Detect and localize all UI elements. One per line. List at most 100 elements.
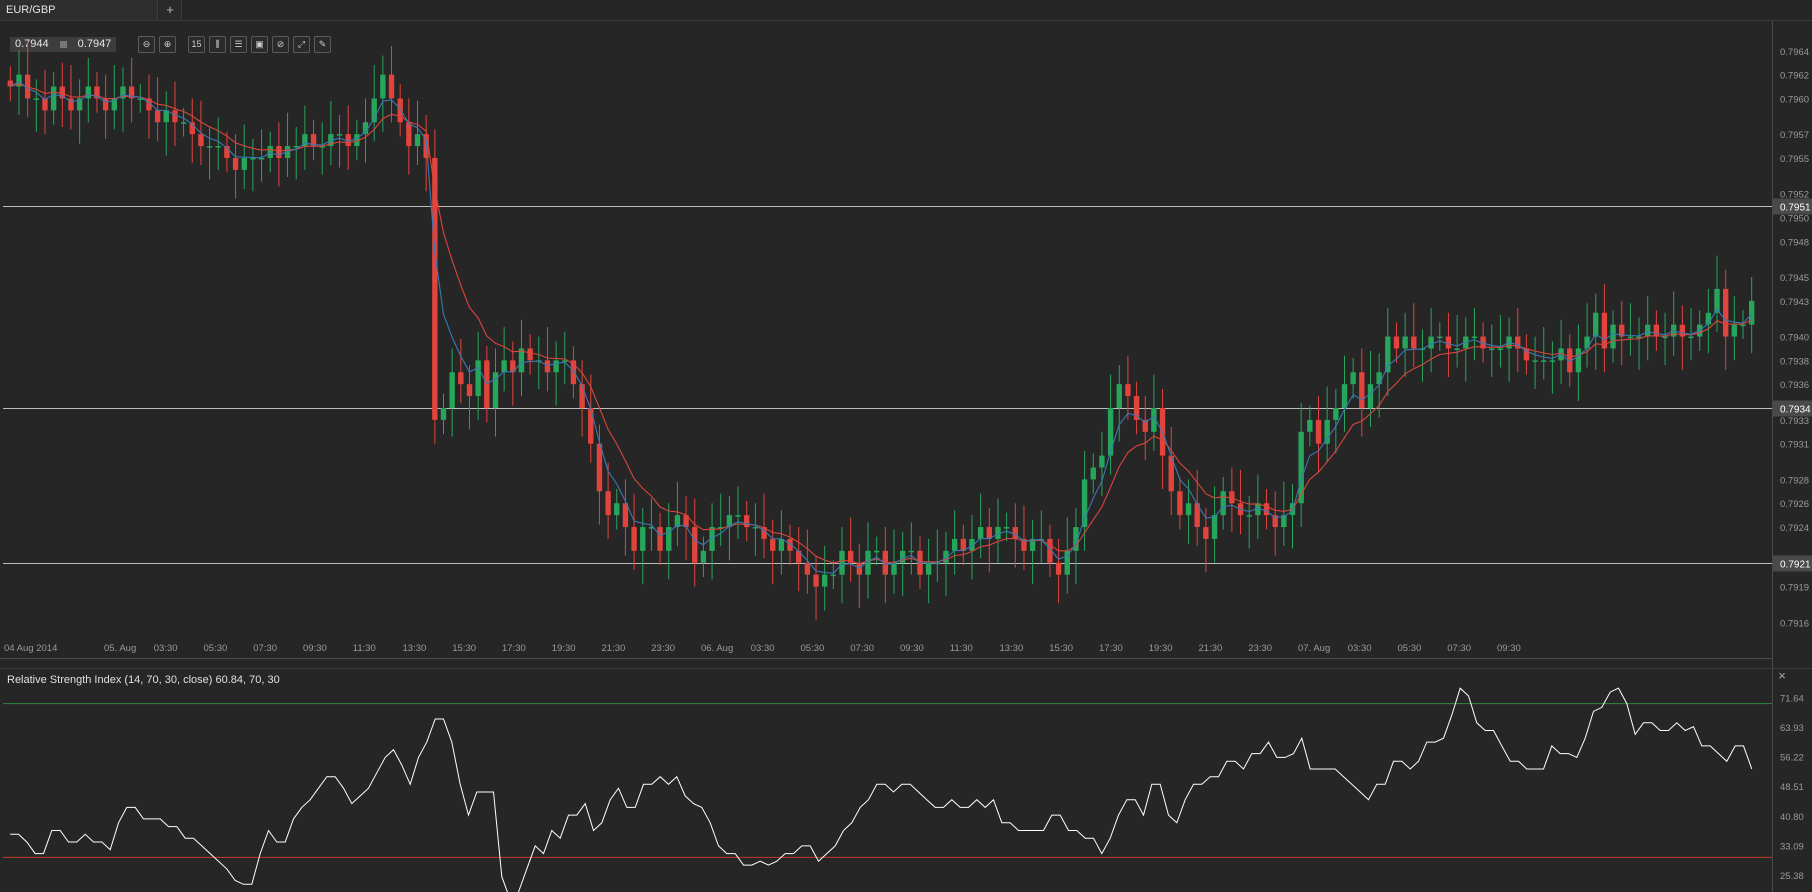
objects-icon[interactable]: ⊘ — [272, 36, 289, 53]
candle-body — [830, 574, 837, 577]
rsi-axis-label: 63.93 — [1780, 723, 1804, 734]
price-axis-label: 0.7936 — [1780, 380, 1809, 391]
candle-body — [1593, 312, 1599, 337]
candle-body — [406, 122, 412, 147]
candle-body — [102, 98, 109, 111]
candle-body — [345, 134, 351, 147]
time-axis-label: 03:30 — [154, 643, 178, 654]
candle-body — [1229, 491, 1235, 504]
candle-body — [527, 348, 533, 361]
price-axis-label: 0.7928 — [1780, 475, 1809, 486]
candle-body — [700, 550, 707, 563]
candle-body — [588, 407, 594, 444]
candle-body — [198, 134, 204, 147]
candle-body — [449, 372, 455, 408]
candle-body — [596, 443, 603, 492]
candle-body — [1324, 419, 1330, 444]
candle-body — [501, 360, 507, 373]
spread-icon — [59, 41, 67, 48]
close-indicator-icon[interactable]: × — [1778, 668, 1786, 683]
candle-body — [1376, 372, 1382, 385]
time-axis-label: 09:30 — [303, 643, 327, 654]
candle-body — [1133, 396, 1140, 420]
add-tab-button[interactable]: + — [159, 0, 182, 20]
candle-body — [388, 74, 395, 99]
draw-icon[interactable]: ⤢ — [293, 36, 310, 53]
candle-body — [466, 384, 473, 397]
candle-body — [1636, 336, 1642, 339]
candle-body — [33, 98, 40, 100]
indicators-icon[interactable]: ☰ — [230, 36, 247, 53]
candle-body — [414, 134, 421, 147]
candle-body — [614, 503, 620, 516]
time-axis-label: 03:30 — [1348, 643, 1372, 654]
price-level-label: 0.7921 — [1780, 560, 1811, 571]
candle-body — [977, 527, 984, 539]
candle-body — [1151, 407, 1157, 432]
candle-body — [666, 527, 672, 551]
rsi-axis-label: 56.22 — [1780, 753, 1804, 764]
candle-body — [432, 157, 438, 420]
candle-body — [1211, 515, 1218, 539]
candle-body — [59, 86, 65, 99]
candle-body — [1662, 336, 1668, 339]
candle-body — [50, 86, 57, 111]
candle-body — [1315, 419, 1322, 444]
time-axis-label: 05:30 — [204, 643, 228, 654]
candle-body — [1454, 348, 1460, 350]
chart-type-icon[interactable]: ⫼ — [209, 36, 226, 53]
zoom-in-icon[interactable]: ⊕ — [159, 36, 176, 53]
candle-body — [1263, 503, 1270, 516]
candle-body — [1584, 336, 1590, 349]
candle-body — [206, 146, 213, 148]
candle-body — [570, 360, 577, 385]
candle-body — [1480, 336, 1486, 349]
time-axis-label: 19:30 — [552, 643, 576, 654]
candle-body — [1021, 538, 1027, 551]
candle-body — [224, 146, 230, 158]
ask-price[interactable]: 0.7947 — [77, 38, 112, 50]
candle-body — [839, 550, 845, 575]
candle-body — [128, 86, 135, 99]
candle-body — [267, 146, 273, 158]
candle-body — [16, 74, 22, 87]
candle-body — [579, 384, 585, 408]
tab-eurgbp[interactable]: EUR/GBP — [0, 0, 158, 20]
bid-price[interactable]: 0.7944 — [15, 38, 49, 50]
candle-body — [1029, 538, 1036, 551]
candle-body — [813, 574, 819, 587]
candle-body — [1220, 491, 1226, 516]
candle-body — [492, 372, 499, 408]
price-axis-label: 0.7916 — [1780, 618, 1809, 629]
time-axis-label: 11:30 — [950, 643, 973, 654]
candle-body — [241, 157, 247, 170]
chart-toolbar: ⊖ ⊕ 15 ⫼ ☰ ▣ ⊘ ⤢ ✎ — [138, 36, 331, 53]
time-axis-label: 07:30 — [253, 643, 277, 654]
candle-body — [258, 157, 265, 160]
candle-body — [882, 550, 889, 575]
candle-body — [1627, 336, 1634, 339]
time-axis-label: 07. Aug — [1298, 643, 1330, 654]
candle-body — [709, 527, 715, 551]
price-axis-label: 0.7931 — [1780, 440, 1809, 451]
candle-body — [1081, 479, 1088, 528]
candle-body — [293, 146, 299, 148]
price-axis-label: 0.7964 — [1780, 47, 1809, 58]
candle-body — [163, 110, 169, 123]
candle-body — [943, 550, 949, 563]
rsi-axis-label: 40.80 — [1780, 812, 1804, 823]
candle-body — [1489, 348, 1495, 350]
template-icon[interactable]: ▣ — [251, 36, 268, 53]
rsi-line — [10, 687, 1753, 892]
candle-body — [674, 515, 681, 528]
candle-body — [1272, 515, 1278, 528]
timeframe-icon[interactable]: 15 — [188, 36, 205, 53]
candle-body — [146, 98, 152, 111]
time-axis-label: 19:30 — [1149, 643, 1173, 654]
pencil-icon[interactable]: ✎ — [314, 36, 331, 53]
candle-body — [726, 515, 733, 528]
candle-body — [1523, 348, 1530, 361]
zoom-out-icon[interactable]: ⊖ — [138, 36, 155, 53]
candle-body — [1125, 384, 1131, 397]
